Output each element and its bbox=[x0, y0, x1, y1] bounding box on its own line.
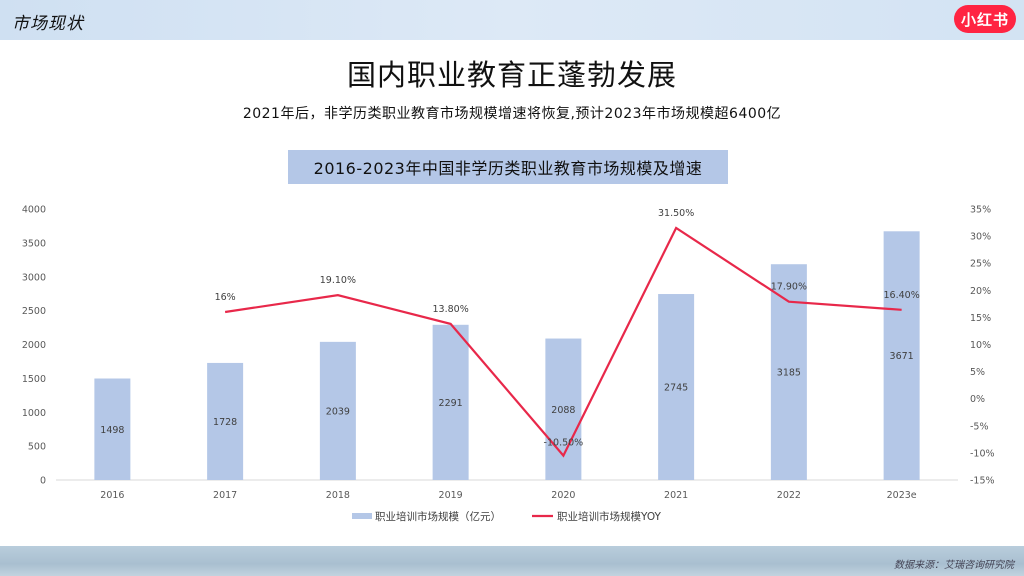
right-axis-tick: 0% bbox=[970, 394, 985, 405]
right-axis-tick: -5% bbox=[970, 421, 989, 432]
bar-value-label: 3671 bbox=[890, 351, 914, 362]
bar-value-label: 1498 bbox=[100, 425, 124, 436]
left-axis-tick: 3500 bbox=[22, 238, 46, 249]
left-axis-tick: 4000 bbox=[22, 205, 46, 216]
bar-2022 bbox=[770, 264, 807, 480]
bar-value-label: 2291 bbox=[439, 398, 463, 409]
right-axis-tick: 30% bbox=[970, 232, 991, 243]
line-value-label: 13.80% bbox=[433, 304, 469, 315]
x-axis-tick: 2019 bbox=[439, 490, 463, 501]
x-axis-tick: 2022 bbox=[777, 490, 801, 501]
source-note: 数据来源：艾瑞咨询研究院 bbox=[894, 560, 1014, 571]
bar-value-label: 2088 bbox=[551, 405, 575, 416]
bar-2016 bbox=[94, 378, 131, 480]
bar-2021 bbox=[658, 294, 695, 480]
chart-title: 2016-2023年中国非学历类职业教育市场规模及增速 bbox=[288, 150, 728, 184]
right-axis-tick: 10% bbox=[970, 340, 991, 351]
right-axis-tick: -10% bbox=[970, 448, 995, 459]
left-axis-tick: 1500 bbox=[22, 374, 46, 385]
x-axis-tick: 2016 bbox=[100, 490, 124, 501]
legend-bar-swatch bbox=[352, 513, 372, 519]
legend-bar-label: 职业培训市场规模（亿元） bbox=[375, 510, 501, 523]
bar-2018 bbox=[319, 341, 356, 480]
right-axis-tick: 20% bbox=[970, 286, 991, 297]
left-axis-tick: 2500 bbox=[22, 306, 46, 317]
line-value-label: -10.50% bbox=[544, 438, 584, 449]
bar-2017 bbox=[207, 362, 244, 480]
left-axis-tick: 3000 bbox=[22, 272, 46, 283]
right-axis-tick: 35% bbox=[970, 205, 991, 216]
line-value-label: 16.40% bbox=[884, 290, 920, 301]
top-banner bbox=[0, 0, 1024, 40]
x-axis-tick: 2018 bbox=[326, 490, 350, 501]
line-value-label: 16% bbox=[215, 292, 236, 303]
page-title: 国内职业教育正蓬勃发展 bbox=[346, 58, 677, 92]
bar-2019 bbox=[432, 324, 469, 480]
x-axis-tick: 2021 bbox=[664, 490, 688, 501]
section-label: 市场现状 bbox=[12, 14, 84, 34]
yoy-line bbox=[224, 226, 902, 458]
line-value-label: 19.10% bbox=[320, 275, 356, 286]
brand-logo: 小红书 bbox=[954, 5, 1016, 33]
bottom-banner bbox=[0, 546, 1024, 576]
bar-value-label: 2039 bbox=[326, 406, 350, 417]
line-value-label: 31.50% bbox=[658, 208, 694, 219]
left-axis-tick: 2000 bbox=[22, 340, 46, 351]
right-axis-tick: -15% bbox=[970, 476, 995, 487]
left-axis-tick: 1000 bbox=[22, 408, 46, 419]
bar-value-label: 3185 bbox=[777, 368, 801, 379]
left-axis-tick: 0 bbox=[40, 476, 46, 487]
bar-2023e bbox=[883, 231, 920, 480]
bar-value-label: 2745 bbox=[664, 383, 688, 394]
x-axis-tick: 2020 bbox=[551, 490, 575, 501]
x-axis-tick: 2023e bbox=[887, 490, 917, 501]
line-value-label: 17.90% bbox=[771, 282, 807, 293]
subtitle: 2021年后，非学历类职业教育市场规模增速将恢复,预计2023年市场规模超640… bbox=[242, 106, 782, 122]
right-axis-tick: 15% bbox=[970, 313, 991, 324]
bar-value-label: 1728 bbox=[213, 417, 237, 428]
legend-line-label: 职业培训市场规模YOY bbox=[557, 510, 662, 523]
x-axis-tick: 2017 bbox=[213, 490, 237, 501]
left-axis-tick: 500 bbox=[28, 442, 46, 453]
combo-chart: 0 500 1000 1500 2000 2500 3000 3500 4000 -15% -10%… bbox=[22, 205, 995, 524]
right-axis-tick: 5% bbox=[970, 367, 985, 378]
right-axis-tick: 25% bbox=[970, 259, 991, 270]
